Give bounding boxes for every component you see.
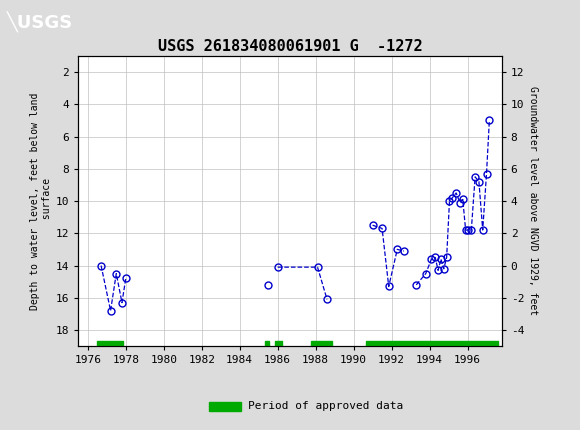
Bar xyxy=(275,341,282,346)
Text: Period of approved data: Period of approved data xyxy=(248,401,403,412)
Text: ╲USGS: ╲USGS xyxy=(7,12,73,33)
Bar xyxy=(311,341,332,346)
Text: USGS 261834080061901 G  -1272: USGS 261834080061901 G -1272 xyxy=(158,39,422,54)
Bar xyxy=(265,341,269,346)
Y-axis label: Depth to water level, feet below land
 surface: Depth to water level, feet below land su… xyxy=(30,92,52,310)
Y-axis label: Groundwater level above NGVD 1929, feet: Groundwater level above NGVD 1929, feet xyxy=(528,86,538,316)
Bar xyxy=(366,341,498,346)
Bar xyxy=(97,341,123,346)
